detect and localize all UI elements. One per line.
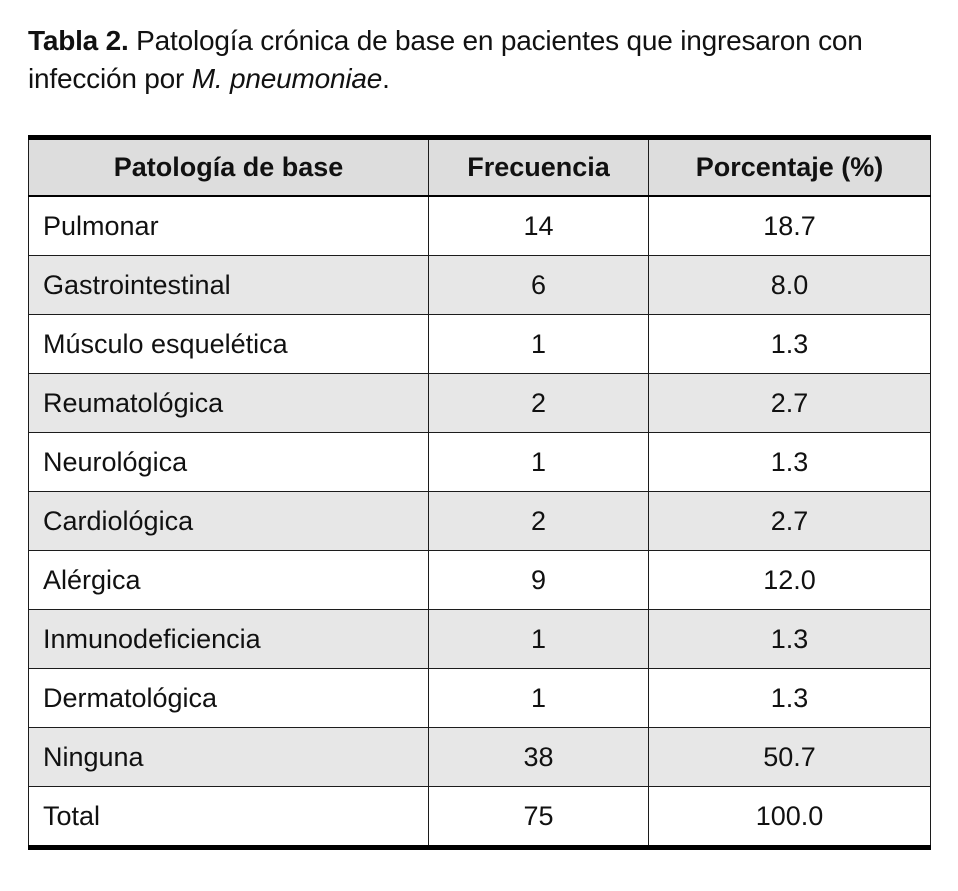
pathology-cell: Dermatológica: [28, 668, 429, 729]
table-row: Gastrointestinal 6 8.0: [28, 255, 931, 316]
pathology-table: Patología de base Frecuencia Porcentaje …: [28, 135, 931, 851]
frequency-cell: 1: [428, 609, 649, 670]
header-pathology: Patología de base: [28, 137, 429, 198]
pathology-cell: Total: [28, 786, 429, 849]
frequency-cell: 2: [428, 373, 649, 434]
percentage-cell: 8.0: [648, 255, 931, 316]
pathology-cell: Pulmonar: [28, 195, 429, 257]
pathology-cell: Inmunodeficiencia: [28, 609, 429, 670]
table-row-total: Total 75 100.0: [28, 786, 931, 849]
percentage-cell: 100.0: [648, 786, 931, 849]
pathology-cell: Alérgica: [28, 550, 429, 611]
table-header-row: Patología de base Frecuencia Porcentaje …: [28, 137, 931, 198]
table-caption-label: Tabla 2.: [28, 25, 129, 56]
pathology-cell: Neurológica: [28, 432, 429, 493]
percentage-cell: 2.7: [648, 491, 931, 552]
frequency-cell: 14: [428, 195, 649, 257]
page: Tabla 2. Patología crónica de base en pa…: [28, 22, 931, 851]
frequency-cell: 75: [428, 786, 649, 849]
percentage-cell: 50.7: [648, 727, 931, 788]
table-caption-suffix: .: [382, 62, 390, 94]
table-row: Neurológica 1 1.3: [28, 432, 931, 493]
frequency-cell: 9: [428, 550, 649, 611]
percentage-cell: 18.7: [648, 195, 931, 257]
pathology-cell: Reumatológica: [28, 373, 429, 434]
table-row: Músculo esquelética 1 1.3: [28, 314, 931, 375]
header-frequency: Frecuencia: [428, 137, 649, 198]
percentage-cell: 2.7: [648, 373, 931, 434]
frequency-cell: 38: [428, 727, 649, 788]
table-row: Reumatológica 2 2.7: [28, 373, 931, 434]
frequency-cell: 2: [428, 491, 649, 552]
table-row: Dermatológica 1 1.3: [28, 668, 931, 729]
percentage-cell: 1.3: [648, 668, 931, 729]
percentage-cell: 1.3: [648, 314, 931, 375]
table-row: Cardiológica 2 2.7: [28, 491, 931, 552]
pathology-cell: Ninguna: [28, 727, 429, 788]
table-row: Inmunodeficiencia 1 1.3: [28, 609, 931, 670]
table-caption-text: Patología crónica de base en pacientes q…: [28, 25, 863, 94]
frequency-cell: 1: [428, 668, 649, 729]
table-row: Ninguna 38 50.7: [28, 727, 931, 788]
percentage-cell: 1.3: [648, 432, 931, 493]
pathology-cell: Cardiológica: [28, 491, 429, 552]
table-row: Alérgica 9 12.0: [28, 550, 931, 611]
frequency-cell: 1: [428, 314, 649, 375]
table-caption: Tabla 2. Patología crónica de base en pa…: [28, 22, 930, 97]
table-caption-species: M. pneumoniae: [191, 62, 383, 94]
header-percentage: Porcentaje (%): [648, 137, 931, 198]
percentage-cell: 1.3: [648, 609, 931, 670]
frequency-cell: 6: [428, 255, 649, 316]
pathology-cell: Gastrointestinal: [28, 255, 429, 316]
table-row: Pulmonar 14 18.7: [28, 195, 931, 257]
pathology-cell: Músculo esquelética: [28, 314, 429, 375]
frequency-cell: 1: [428, 432, 649, 493]
percentage-cell: 12.0: [648, 550, 931, 611]
